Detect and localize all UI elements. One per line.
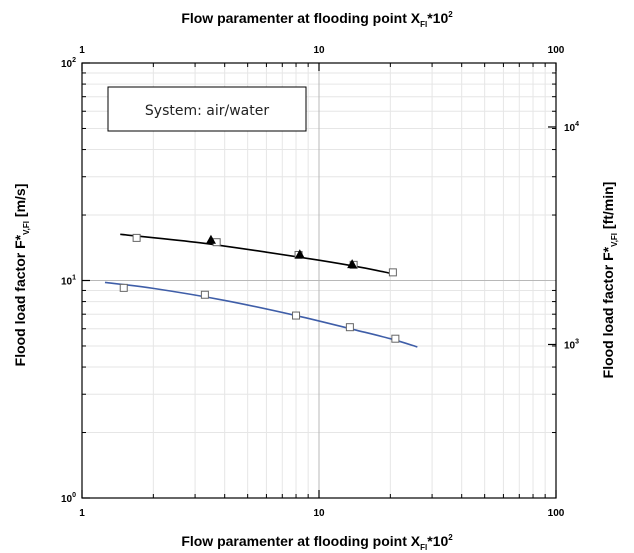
y-tick-label-right: 104 bbox=[564, 121, 579, 134]
x-tick-label-top: 100 bbox=[548, 45, 565, 56]
y-tick-label-left: 100 bbox=[61, 492, 76, 505]
x-axis-title-bottom: Flow paramenter at flooding point XFl*10… bbox=[181, 533, 453, 552]
tick-marks bbox=[81, 62, 557, 499]
x-tick-label-bottom: 1 bbox=[79, 508, 85, 519]
tick-labels: 1 1 10 10 100 100 100 101 102 103 104 bbox=[61, 45, 579, 519]
x-tick-label-bottom: 10 bbox=[313, 508, 325, 519]
annotation-box: System: air/water bbox=[107, 86, 307, 132]
y-tick-label-right: 103 bbox=[564, 338, 579, 351]
x-tick-label-bottom: 100 bbox=[548, 508, 565, 519]
series-1-triangle-point bbox=[294, 249, 305, 259]
series-1-curve bbox=[120, 233, 391, 275]
series-2-square-point bbox=[292, 311, 301, 320]
y-axis-title-left: Flood load factor F*V,Fl [m/s] bbox=[12, 184, 31, 367]
data-markers bbox=[119, 233, 400, 343]
annotation-text: System: air/water bbox=[145, 103, 269, 119]
y-axis-title-right: Flood load factor F*V,Fl [ft/min] bbox=[600, 182, 619, 379]
series-1-square-point bbox=[388, 268, 397, 277]
y-tick-label-left: 101 bbox=[61, 275, 76, 288]
x-axis-title-top: Flow paramenter at flooding point XFl*10… bbox=[181, 10, 453, 29]
series-2-square-point bbox=[200, 290, 209, 299]
grid bbox=[82, 63, 556, 498]
x-tick-label-top: 1 bbox=[79, 45, 85, 56]
series-1-square-point bbox=[132, 233, 141, 242]
series-2-square-point bbox=[345, 323, 354, 332]
series-1-triangle-point bbox=[347, 259, 358, 269]
series-2-square-point bbox=[391, 334, 400, 343]
y-tick-label-left: 102 bbox=[61, 57, 76, 70]
series-2-square-point bbox=[119, 283, 128, 292]
x-tick-label-top: 10 bbox=[313, 45, 325, 56]
series-1-triangle-point bbox=[205, 234, 216, 244]
